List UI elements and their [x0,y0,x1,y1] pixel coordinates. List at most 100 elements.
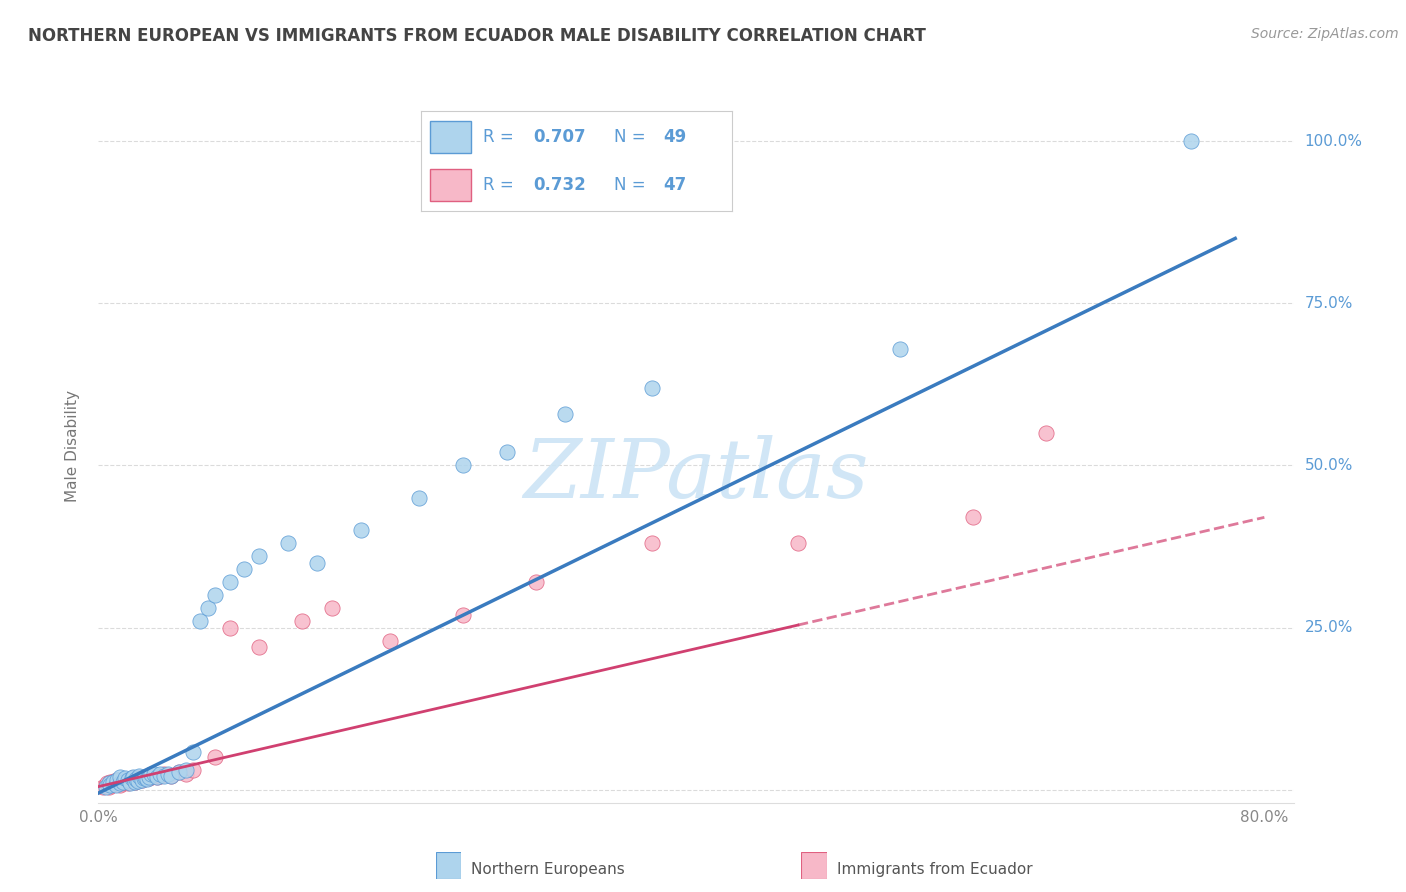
Point [204,750,226,764]
Point [554,407,576,421]
Point [101,775,124,789]
Point [124,775,146,789]
Point [181,764,204,778]
Point [451,607,474,622]
Point [134,770,156,784]
Point [105,773,128,788]
Point [962,510,984,524]
Point [125,772,148,787]
Point [122,770,145,784]
Point [110,770,132,784]
Point [197,601,219,615]
Point [277,536,299,550]
Point [98,775,121,789]
Point [218,621,240,635]
Point [145,770,167,784]
Point [120,776,142,790]
Y-axis label: Male Disability: Male Disability [65,390,80,502]
Point [121,771,143,785]
Point [94,778,117,792]
Text: 75.0%: 75.0% [1305,296,1353,310]
Point [121,771,143,785]
Point [142,766,165,780]
Point [124,775,146,789]
Point [247,640,270,654]
Point [138,770,160,784]
Point [114,773,136,788]
Text: 100.0%: 100.0% [1305,134,1362,149]
Point [190,614,212,628]
Point [174,766,197,780]
Point [127,773,149,788]
Point [100,778,122,792]
Point [378,633,401,648]
Text: Immigrants from Ecuador: Immigrants from Ecuador [837,863,1032,877]
Point [157,766,180,780]
Point [117,773,139,788]
Point [321,601,343,615]
Point [120,773,142,788]
Point [139,770,162,784]
Point [149,768,172,782]
Point [103,773,125,788]
Point [160,768,183,782]
Point [153,768,176,782]
Point [145,770,167,784]
Point [94,780,117,794]
Point [97,776,120,790]
Point [128,768,150,782]
Point [125,773,148,788]
Point [291,614,314,628]
Point [110,778,132,792]
Point [160,768,183,782]
Point [132,771,155,785]
Point [495,445,517,459]
Point [142,768,165,782]
Point [117,776,139,790]
Text: NORTHERN EUROPEAN VS IMMIGRANTS FROM ECUADOR MALE DISABILITY CORRELATION CHART: NORTHERN EUROPEAN VS IMMIGRANTS FROM ECU… [28,27,927,45]
Point [118,775,141,789]
Text: 25.0%: 25.0% [1305,620,1353,635]
Point [110,776,132,790]
Point [305,556,328,570]
Point [889,342,911,356]
Point [98,778,121,792]
Point [641,381,664,395]
Point [408,491,430,505]
Point [105,773,128,788]
Point [153,766,176,780]
Point [167,764,190,779]
Point [139,766,162,780]
Point [181,745,204,759]
Point [104,778,127,792]
Point [131,773,153,788]
Point [233,562,256,576]
Point [167,764,190,779]
Point [97,780,120,794]
Text: ZIPatlas: ZIPatlas [523,434,869,515]
Point [1035,425,1057,440]
Point [641,536,664,550]
Point [218,575,240,590]
Point [112,775,135,789]
Point [1180,134,1202,148]
Point [131,773,153,788]
Text: Northern Europeans: Northern Europeans [471,863,624,877]
Point [787,536,810,550]
Text: Source: ZipAtlas.com: Source: ZipAtlas.com [1251,27,1399,41]
Point [104,776,127,790]
Point [128,773,150,788]
Text: 50.0%: 50.0% [1305,458,1353,473]
Point [174,764,197,778]
Point [91,780,114,794]
Point [247,549,270,564]
Point [101,776,124,790]
Point [451,458,474,473]
Point [135,770,157,784]
Point [135,772,157,787]
Point [112,776,135,790]
Point [96,776,118,790]
Point [134,771,156,785]
Point [114,771,136,785]
Point [138,771,160,785]
